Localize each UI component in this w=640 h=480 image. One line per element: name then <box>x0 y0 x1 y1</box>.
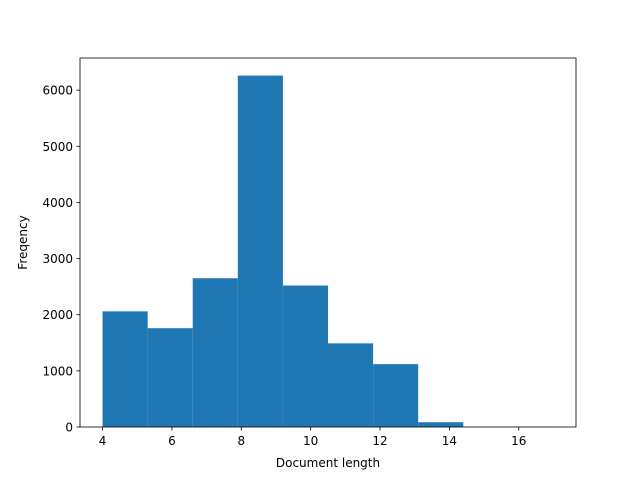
y-tick-label: 3000 <box>42 252 73 266</box>
y-tick-label: 2000 <box>42 308 73 322</box>
bar <box>328 343 374 427</box>
bar <box>373 364 419 427</box>
axes-frame <box>79 57 577 428</box>
bar <box>418 422 464 427</box>
y-tick-label: 1000 <box>42 364 73 378</box>
x-tick-label: 12 <box>372 434 387 448</box>
y-axis-label: Freqency <box>16 215 30 269</box>
x-tick-label: 4 <box>99 434 107 448</box>
y-tick-label: 4000 <box>42 196 73 210</box>
y-tick-label: 0 <box>65 421 73 435</box>
x-axis-label: Document length <box>276 456 380 470</box>
x-tick-label: 14 <box>442 434 457 448</box>
y-tick-label: 5000 <box>42 140 73 154</box>
x-tick-label: 6 <box>168 434 176 448</box>
bar <box>102 311 148 427</box>
plot-area <box>102 75 554 428</box>
x-tick-label: 8 <box>237 434 245 448</box>
bar <box>192 278 238 427</box>
bar <box>282 285 328 427</box>
bar <box>237 75 283 428</box>
bar <box>147 328 193 427</box>
x-tick-label: 10 <box>303 434 318 448</box>
x-tick-label: 16 <box>511 434 526 448</box>
y-tick-label: 6000 <box>42 84 73 98</box>
